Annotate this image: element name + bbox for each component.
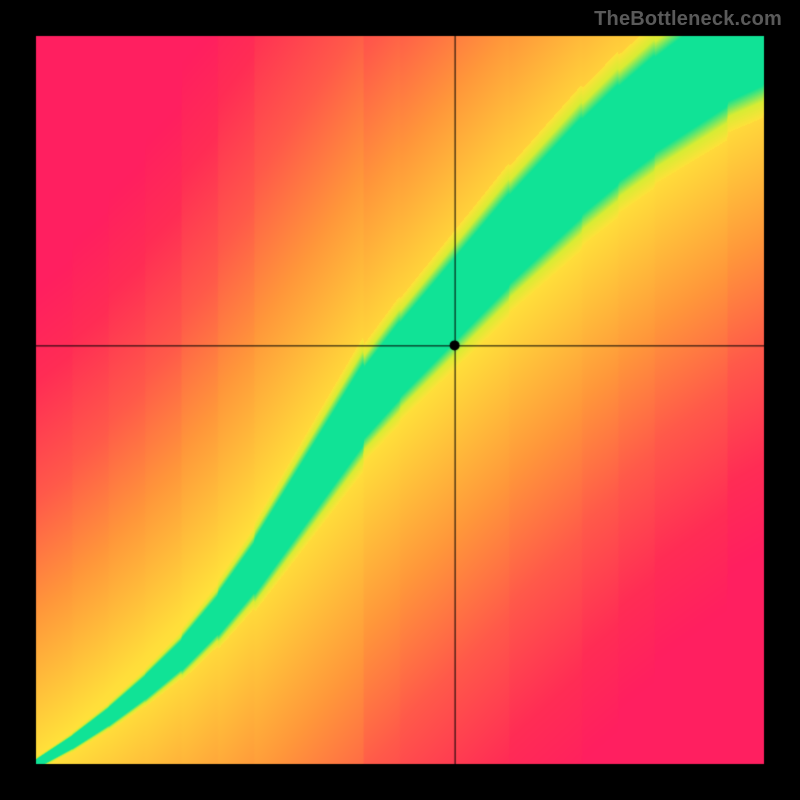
chart-container: TheBottleneck.com <box>0 0 800 800</box>
watermark-text: TheBottleneck.com <box>594 8 782 31</box>
bottleneck-heatmap <box>0 0 800 800</box>
